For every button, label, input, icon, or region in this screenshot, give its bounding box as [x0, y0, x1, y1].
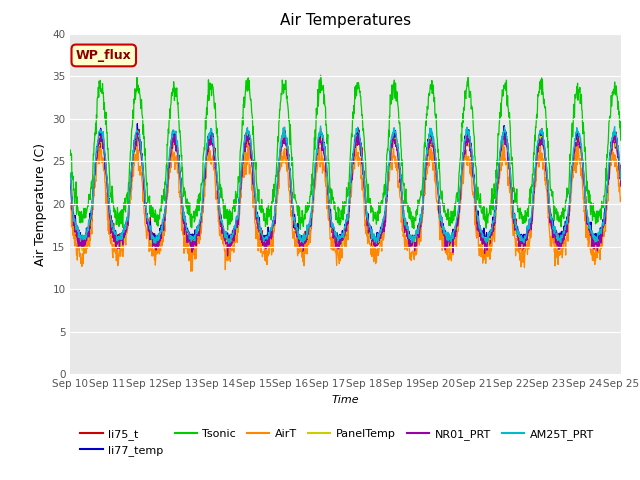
Tsonic	[67, 147, 74, 153]
li75_t	[250, 188, 258, 194]
NR01_PRT	[432, 164, 440, 169]
Line: li75_t: li75_t	[70, 128, 621, 253]
AM25T_PRT	[504, 141, 511, 146]
Tsonic	[432, 115, 440, 120]
PanelTemp	[504, 144, 511, 150]
li77_temp	[177, 169, 184, 175]
li77_temp	[189, 236, 197, 242]
li75_t	[189, 241, 196, 247]
li75_t	[617, 175, 625, 180]
NR01_PRT	[175, 170, 183, 176]
NR01_PRT	[552, 238, 560, 244]
Y-axis label: Air Temperature (C): Air Temperature (C)	[34, 143, 47, 265]
PanelTemp	[552, 236, 559, 241]
Legend: li75_t, li77_temp, Tsonic, AirT, PanelTemp, NR01_PRT, AM25T_PRT: li75_t, li77_temp, Tsonic, AirT, PanelTe…	[76, 424, 598, 460]
li77_temp	[432, 162, 440, 168]
AM25T_PRT	[189, 235, 196, 240]
li77_temp	[552, 236, 560, 242]
AM25T_PRT	[432, 156, 440, 162]
AirT	[187, 268, 195, 274]
X-axis label: Time: Time	[332, 395, 360, 405]
NR01_PRT	[251, 193, 259, 199]
AirT	[432, 177, 440, 182]
AM25T_PRT	[251, 184, 259, 190]
AM25T_PRT	[225, 240, 232, 246]
AirT	[244, 136, 252, 142]
li77_temp	[252, 192, 259, 197]
li77_temp	[152, 244, 159, 250]
PanelTemp	[499, 129, 507, 135]
Text: WP_flux: WP_flux	[76, 49, 132, 62]
li75_t	[431, 156, 439, 162]
AirT	[175, 189, 183, 195]
Tsonic	[175, 129, 183, 135]
PanelTemp	[595, 248, 602, 253]
Line: Tsonic: Tsonic	[70, 75, 621, 230]
li75_t	[175, 174, 183, 180]
AirT	[252, 220, 259, 226]
li75_t	[504, 146, 511, 152]
PanelTemp	[175, 168, 183, 173]
AirT	[504, 172, 511, 178]
li77_temp	[504, 140, 511, 146]
Line: AirT: AirT	[70, 139, 621, 271]
PanelTemp	[617, 182, 625, 188]
NR01_PRT	[504, 154, 511, 159]
AM25T_PRT	[552, 232, 560, 238]
NR01_PRT	[224, 253, 232, 259]
li75_t	[317, 125, 324, 131]
NR01_PRT	[280, 129, 287, 134]
AirT	[552, 252, 560, 258]
Tsonic	[617, 137, 625, 143]
AirT	[617, 195, 625, 201]
li77_temp	[134, 121, 141, 127]
AirT	[189, 250, 197, 256]
Line: li77_temp: li77_temp	[70, 124, 621, 247]
PanelTemp	[431, 153, 439, 158]
AM25T_PRT	[67, 170, 74, 176]
Tsonic	[224, 227, 232, 233]
PanelTemp	[67, 179, 74, 184]
Title: Air Temperatures: Air Temperatures	[280, 13, 411, 28]
AirT	[67, 200, 74, 206]
Line: AM25T_PRT: AM25T_PRT	[70, 126, 621, 243]
li77_temp	[617, 177, 625, 182]
Line: NR01_PRT: NR01_PRT	[70, 132, 621, 256]
li75_t	[445, 250, 453, 256]
Tsonic	[504, 93, 511, 98]
NR01_PRT	[189, 238, 196, 243]
li77_temp	[67, 174, 74, 180]
PanelTemp	[250, 188, 258, 193]
li75_t	[67, 176, 74, 181]
AM25T_PRT	[175, 160, 183, 166]
li75_t	[552, 233, 560, 239]
NR01_PRT	[67, 180, 74, 186]
PanelTemp	[189, 237, 196, 243]
Line: PanelTemp: PanelTemp	[70, 132, 621, 251]
AM25T_PRT	[317, 123, 324, 129]
AM25T_PRT	[617, 177, 625, 183]
Tsonic	[189, 215, 196, 220]
Tsonic	[251, 159, 259, 165]
NR01_PRT	[617, 183, 625, 189]
Tsonic	[552, 211, 560, 217]
Tsonic	[317, 72, 324, 78]
